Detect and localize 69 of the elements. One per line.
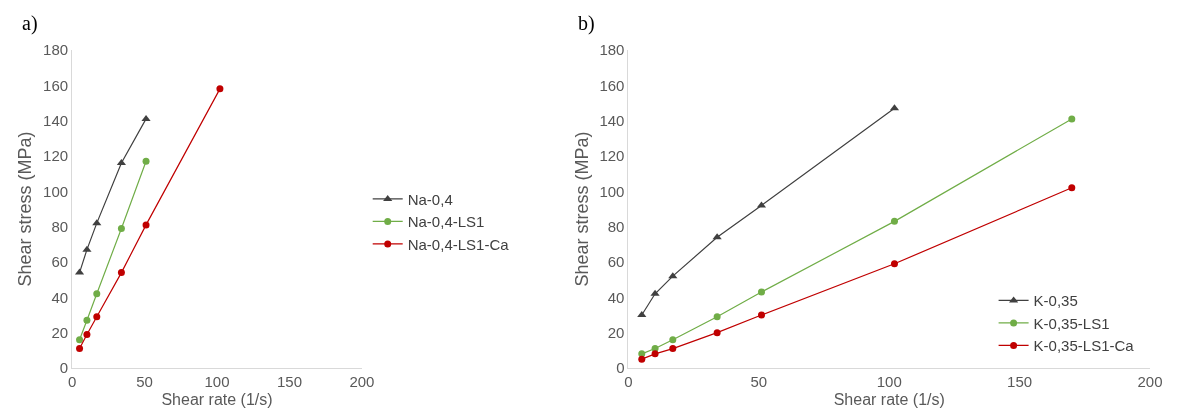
y-tick-label: 40 <box>51 288 69 306</box>
y-tick-label: 120 <box>43 147 69 165</box>
x-tick-label: 100 <box>876 373 902 390</box>
x-tick-label: 50 <box>136 373 153 390</box>
legend-label: K-0,35-LS1 <box>1033 314 1110 332</box>
x-tick-label: 200 <box>349 373 375 390</box>
legend-label: Na-0,4-LS1 <box>407 213 485 231</box>
point <box>713 329 721 337</box>
x-tick-label: 150 <box>276 373 302 390</box>
point <box>669 336 677 344</box>
y-tick-label: 0 <box>59 359 69 377</box>
point <box>1068 184 1076 192</box>
point <box>650 289 660 296</box>
y-tick-label: 0 <box>616 359 625 377</box>
y-tick-label: 80 <box>607 217 625 235</box>
point <box>668 272 678 279</box>
point <box>117 224 125 232</box>
y-tick-label: 100 <box>43 182 69 200</box>
x-axis-title: Shear rate (1/s) <box>161 390 273 408</box>
y-tick-label: 160 <box>599 76 625 94</box>
y-tick-label: 100 <box>599 182 625 200</box>
point <box>93 290 101 298</box>
y-tick-label: 80 <box>51 217 69 235</box>
x-tick-label: 150 <box>1007 373 1033 390</box>
y-tick-label: 120 <box>599 147 625 165</box>
point <box>1068 115 1076 123</box>
point <box>669 345 677 353</box>
legend-label: Na-0,4-LS1-Ca <box>407 235 510 253</box>
y-tick-label: 160 <box>43 76 69 94</box>
chart-title: a) <box>22 12 38 35</box>
y-tick-label: 40 <box>607 288 625 306</box>
legend-label: Na-0,4 <box>407 190 453 208</box>
point <box>890 217 898 225</box>
point <box>638 350 646 358</box>
legend-label: K-0,35 <box>1033 292 1078 310</box>
point <box>141 114 151 121</box>
point <box>216 85 224 93</box>
point <box>83 316 91 324</box>
point <box>142 221 150 229</box>
y-tick-label: 20 <box>607 323 625 341</box>
point <box>83 330 91 338</box>
y-tick-label: 180 <box>43 41 69 59</box>
point <box>117 269 125 277</box>
point <box>142 157 150 165</box>
y-tick-label: 60 <box>51 253 69 271</box>
point <box>890 260 898 268</box>
x-tick-label: 200 <box>1137 373 1163 390</box>
point <box>82 245 92 252</box>
point <box>92 219 102 226</box>
point <box>638 355 646 363</box>
chart-title: b) <box>578 12 595 35</box>
x-tick-label: 50 <box>750 373 768 390</box>
point <box>93 313 101 321</box>
y-tick-label: 20 <box>51 323 69 341</box>
y-axis-title: Shear stress (MPa) <box>571 131 592 287</box>
legend-label: K-0,35-LS1-Ca <box>1033 337 1135 355</box>
y-axis-title: Shear stress (MPa) <box>15 131 36 287</box>
x-axis-title: Shear rate (1/s) <box>833 390 945 408</box>
y-tick-label: 140 <box>43 111 69 129</box>
point <box>713 313 721 321</box>
x-tick-label: 100 <box>204 373 230 390</box>
point <box>757 288 765 296</box>
point <box>757 311 765 319</box>
point <box>76 336 84 344</box>
y-tick-label: 60 <box>607 253 625 271</box>
point <box>76 345 84 353</box>
y-tick-label: 180 <box>599 41 625 59</box>
y-tick-label: 140 <box>599 111 625 129</box>
point <box>651 350 659 358</box>
